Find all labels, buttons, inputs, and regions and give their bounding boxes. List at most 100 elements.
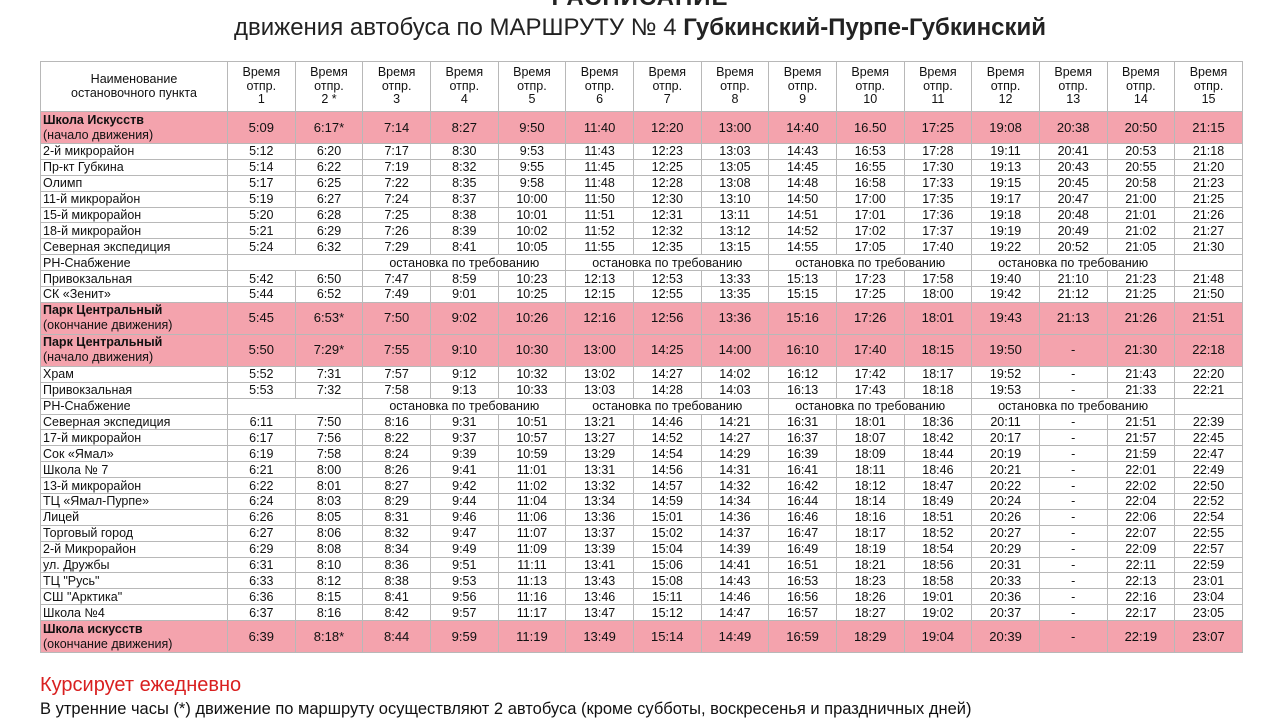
departure-time: 21:27 bbox=[1174, 222, 1243, 240]
departure-time: 11:07 bbox=[497, 524, 567, 542]
departure-time: 13:29 bbox=[565, 445, 634, 463]
departure-time: 10:02 bbox=[497, 222, 567, 240]
departure-time: 14:45 bbox=[768, 158, 837, 176]
departure-time: 6:11 bbox=[227, 413, 296, 431]
departure-time: 21:05 bbox=[1106, 238, 1176, 256]
trip-column-header: Время отпр. 6 bbox=[565, 61, 634, 112]
departure-time: 22:01 bbox=[1106, 461, 1176, 479]
departure-time: 18:21 bbox=[835, 556, 905, 574]
departure-time: 21:18 bbox=[1174, 143, 1243, 160]
departure-time: 9:02 bbox=[429, 301, 499, 335]
departure-time: 21:51 bbox=[1106, 413, 1176, 431]
departure-time: 5:42 bbox=[227, 270, 296, 288]
departure-time: 18:56 bbox=[903, 556, 973, 574]
departure-time: 7:29 bbox=[362, 238, 431, 256]
departure-time: 5:19 bbox=[227, 190, 296, 208]
departure-time: 9:39 bbox=[429, 445, 499, 463]
departure-time: 16:49 bbox=[768, 540, 837, 558]
trip-number: 8 bbox=[731, 92, 739, 107]
departure-time: 12:30 bbox=[632, 190, 702, 208]
departure-time: 20:36 bbox=[971, 588, 1040, 606]
departure-time: 18:58 bbox=[903, 572, 973, 590]
departure-time: - bbox=[1038, 429, 1108, 447]
time-label: Время отпр. bbox=[580, 65, 619, 93]
departure-time: 8:44 bbox=[362, 620, 431, 654]
departure-time: 18:51 bbox=[903, 508, 973, 526]
departure-time: 8:32 bbox=[429, 158, 499, 176]
departure-time: 18:12 bbox=[835, 477, 905, 495]
departure-time: 18:27 bbox=[835, 604, 905, 622]
departure-time: 16:42 bbox=[768, 477, 837, 495]
departure-time: 16:10 bbox=[768, 333, 837, 367]
departure-time: 16:41 bbox=[768, 461, 837, 479]
on-request-note: остановка по требованию bbox=[362, 254, 567, 272]
departure-time: 20:52 bbox=[1038, 238, 1108, 256]
departure-time: 8:37 bbox=[429, 190, 499, 208]
empty-cell bbox=[226, 254, 364, 272]
departure-time: 17:05 bbox=[835, 238, 905, 256]
departure-time: 8:10 bbox=[294, 556, 364, 574]
departure-time: 21:51 bbox=[1174, 301, 1243, 335]
time-label: Время отпр. bbox=[783, 65, 822, 93]
departure-time: 6:21 bbox=[227, 461, 296, 479]
trip-number: 13 bbox=[1066, 92, 1081, 107]
departure-time: 21:57 bbox=[1106, 429, 1176, 447]
departure-time: 14:03 bbox=[700, 381, 770, 399]
departure-time: 8:24 bbox=[362, 445, 431, 463]
departure-time: 13:39 bbox=[565, 540, 634, 558]
departure-time: 11:11 bbox=[497, 556, 567, 574]
departure-time: 14:00 bbox=[700, 333, 770, 367]
trip-number: 4 bbox=[460, 92, 468, 107]
trip-column-header: Время отпр. 1 bbox=[227, 61, 296, 112]
departure-time: 8:59 bbox=[429, 270, 499, 288]
on-request-note: остановка по требованию bbox=[362, 397, 567, 415]
stop-name: Парк Центральный bbox=[43, 335, 163, 350]
departure-time: 20:53 bbox=[1106, 143, 1176, 160]
departure-time: 18:54 bbox=[903, 540, 973, 558]
departure-time: 17:28 bbox=[903, 143, 973, 160]
departure-time: 13:41 bbox=[565, 556, 634, 574]
departure-time: 7:58 bbox=[362, 381, 431, 399]
departure-time: 10:57 bbox=[497, 429, 567, 447]
departure-time: 11:19 bbox=[497, 620, 567, 654]
departure-time: 8:15 bbox=[294, 588, 364, 606]
departure-time: 9:55 bbox=[497, 158, 567, 176]
departure-time: 14:55 bbox=[768, 238, 837, 256]
departure-time: 18:16 bbox=[835, 508, 905, 526]
departure-time: 14:48 bbox=[768, 174, 837, 192]
stop-note: (окончание движения) bbox=[43, 318, 173, 333]
time-label: Время отпр. bbox=[1189, 65, 1228, 93]
departure-time: 11:48 bbox=[565, 174, 634, 192]
departure-time: 12:16 bbox=[565, 301, 634, 335]
departure-time: 18:44 bbox=[903, 445, 973, 463]
departure-time: 14:31 bbox=[700, 461, 770, 479]
trip-column-header: Время отпр. 5 bbox=[497, 61, 567, 112]
trip-column-header: Время отпр. 4 bbox=[429, 61, 499, 112]
departure-time: 19:52 bbox=[971, 365, 1040, 383]
departure-time: 13:37 bbox=[565, 524, 634, 542]
time-label: Время отпр. bbox=[851, 65, 890, 93]
departure-time: 18:52 bbox=[903, 524, 973, 542]
stop-row: 17-й микрорайон 6:17 7:56 8:22 9:37 10:57 13:2… bbox=[40, 429, 1243, 447]
departure-time: 22:07 bbox=[1106, 524, 1176, 542]
departure-time: 14:32 bbox=[700, 477, 770, 495]
departure-time: 14:57 bbox=[632, 477, 702, 495]
stop-name-cell: Привокзальная bbox=[40, 381, 228, 399]
departure-time: 16.50 bbox=[835, 111, 905, 144]
route-heading-prefix: движения автобуса по МАРШРУТУ № 4 bbox=[233, 14, 684, 41]
departure-time: 14:37 bbox=[700, 524, 770, 542]
stop-row: Северная экспедиция 5:24 6:32 7:29 8:41 10:05… bbox=[40, 238, 1243, 256]
stop-name-cell: ТЦ «Ямал-Пурпе» bbox=[40, 493, 228, 510]
departure-time: 17:23 bbox=[835, 270, 905, 288]
stop-row: СК «Зенит» 5:44 6:52 7:49 9:01 10:25 12:15 12:5… bbox=[40, 286, 1243, 303]
on-request-row: РН-Снабжение остановка по требованию остан… bbox=[40, 254, 1243, 272]
stop-name-cell: Сок «Ямал» bbox=[40, 445, 228, 463]
departure-time: 13:33 bbox=[700, 270, 770, 288]
time-label: Время отпр. bbox=[648, 65, 687, 93]
departure-time: 18:29 bbox=[835, 620, 905, 654]
departure-time: 14:27 bbox=[632, 365, 702, 383]
departure-time: 21:25 bbox=[1174, 190, 1243, 208]
departure-time: 16:37 bbox=[768, 429, 837, 447]
departure-time: 8:22 bbox=[362, 429, 431, 447]
departure-time: 7:25 bbox=[362, 206, 431, 224]
